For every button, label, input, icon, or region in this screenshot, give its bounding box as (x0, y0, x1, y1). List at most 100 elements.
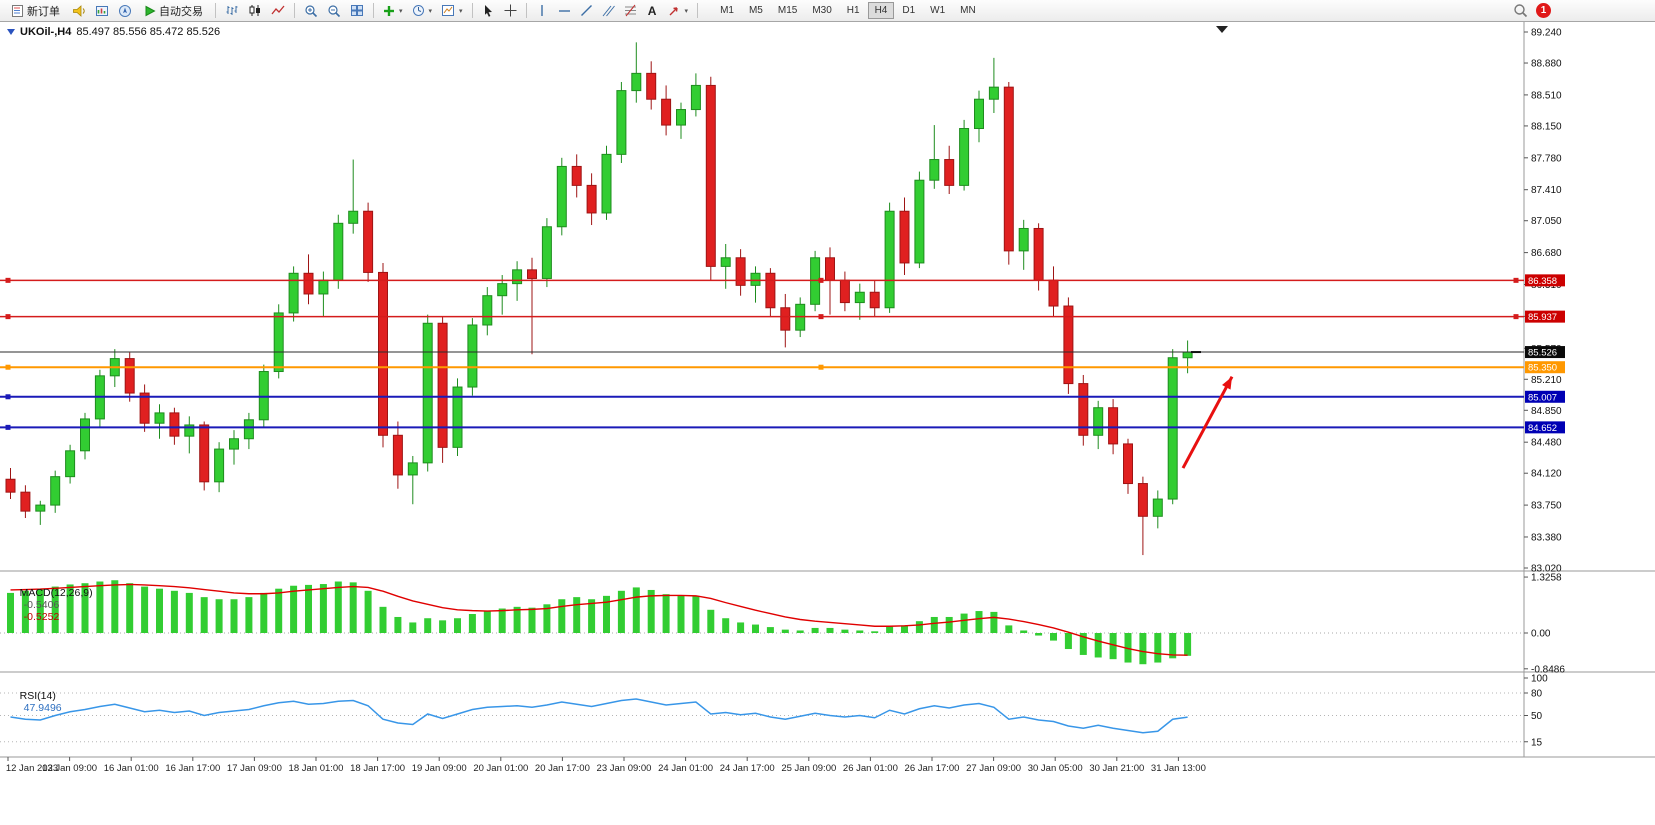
price-chart[interactable]: 89.240 88.880 88.510 88.150 87.780 87.410 87.0… (0, 22, 1655, 825)
time-label: 16 Jan 17:00 (165, 763, 220, 774)
current-price-line[interactable]: 85.526 (0, 346, 1565, 359)
price-tick-label: 86.680 (1531, 248, 1562, 259)
candle-body (303, 272, 314, 295)
auto-trading-button[interactable]: 自动交易 (137, 1, 210, 20)
price-label-text: 84.652 (1528, 423, 1557, 434)
candle-body (437, 322, 448, 448)
toolbar-separator (215, 3, 216, 18)
hline-handle[interactable] (5, 364, 11, 370)
price-label-text: 85.526 (1528, 348, 1557, 359)
trendline-button[interactable] (576, 1, 597, 20)
candle-body (214, 448, 225, 483)
line-chart-button[interactable] (267, 1, 289, 20)
candle-body (333, 222, 344, 281)
resistance-line[interactable]: 85.937 (0, 310, 1565, 324)
hline-handle[interactable] (818, 277, 824, 283)
template-button[interactable]: ▾ (437, 1, 467, 20)
macd-signal-value: -0.5252 (23, 611, 60, 623)
cursor-button[interactable] (478, 1, 499, 20)
candle-body (571, 165, 582, 186)
price-tick-label: 87.050 (1531, 216, 1562, 227)
trend-arrow-annotation[interactable] (1181, 375, 1234, 469)
symbol-label: UKOil-,H4 (20, 26, 72, 38)
hline-handle[interactable] (5, 277, 11, 283)
timeframe-m30-button[interactable]: M30 (805, 2, 838, 19)
timeframe-mn-button[interactable]: MN (953, 2, 983, 19)
timeframe-h1-button[interactable]: H1 (840, 2, 867, 19)
trendline-icon (580, 5, 592, 16)
candle-body (467, 324, 478, 388)
timeframe-m15-button[interactable]: M15 (771, 2, 804, 19)
price-tick-label: 85.210 (1531, 375, 1562, 386)
channel-icon (602, 5, 615, 17)
channel-button[interactable] (598, 1, 619, 20)
candle-body (1018, 227, 1029, 252)
period-button[interactable]: ▾ (408, 1, 437, 20)
candlestick-chart-button[interactable] (244, 1, 266, 20)
rsi-axis-label: 80 (1531, 689, 1543, 700)
candle-body (80, 418, 90, 452)
main-toolbar: 新订单 自动交易 (0, 0, 1655, 22)
hline-handle[interactable] (5, 424, 11, 430)
bar-chart-button[interactable] (221, 1, 243, 20)
support-line[interactable]: 85.350 (0, 361, 1565, 374)
search-icon[interactable] (1513, 3, 1528, 18)
rsi-name: RSI(14) (19, 690, 56, 702)
hline-handle[interactable] (1513, 277, 1519, 283)
rsi-value: 47.9496 (23, 702, 62, 714)
zoom-in-button[interactable] (300, 1, 322, 20)
chart-end-marker-icon[interactable] (1216, 26, 1228, 33)
vertical-line-button[interactable] (532, 1, 553, 20)
fibonacci-button[interactable] (620, 1, 641, 20)
candle-body (735, 257, 746, 286)
candle-body (378, 271, 388, 436)
timeframe-m1-button[interactable]: M1 (713, 2, 741, 19)
candle-body (65, 450, 76, 478)
hline-handle[interactable] (5, 394, 11, 400)
ohlc-values: 85.497 85.556 85.472 85.526 (76, 26, 221, 38)
notification-badge[interactable]: 1 (1536, 3, 1551, 18)
toolbar-separator (525, 3, 527, 18)
candle-body (631, 72, 642, 92)
candle-body (35, 504, 46, 512)
hline-handle[interactable] (818, 364, 824, 370)
timeframe-m5-button[interactable]: M5 (742, 2, 770, 19)
price-label-text: 85.937 (1528, 312, 1557, 323)
toolbar-separator (697, 3, 699, 18)
support-line[interactable]: 84.652 (0, 421, 1565, 434)
zoom-out-button[interactable] (323, 1, 345, 20)
timeframe-h4-button[interactable]: H4 (867, 2, 895, 19)
candle-body (1033, 227, 1044, 281)
macd-axis-label: 1.3258 (1531, 573, 1562, 584)
crosshair-button[interactable] (500, 1, 521, 20)
text-button[interactable]: A (642, 1, 663, 20)
horizontal-line-button[interactable] (554, 1, 575, 20)
market-watch-button[interactable] (91, 1, 113, 20)
hline-handle[interactable] (818, 314, 824, 320)
arrows-button[interactable]: ▾ (664, 1, 693, 20)
support-line[interactable]: 85.007 (0, 390, 1565, 404)
timeframe-d1-button[interactable]: D1 (895, 2, 922, 19)
indicators-button[interactable]: ▾ (379, 1, 407, 20)
candle-body (959, 128, 970, 186)
candle-body (497, 283, 508, 297)
hline-handle[interactable] (5, 314, 11, 320)
candle-body (541, 226, 552, 279)
timeframe-w1-button[interactable]: W1 (923, 2, 952, 19)
candle-body (348, 210, 359, 224)
candle-body (1108, 407, 1119, 445)
resistance-line[interactable]: 86.358 (0, 274, 1565, 287)
candle-body (720, 257, 731, 267)
price-label-text: 85.007 (1528, 392, 1557, 403)
price-tick-label: 84.480 (1531, 438, 1562, 449)
navigator-button[interactable] (114, 1, 136, 20)
candle-body (914, 179, 925, 264)
new-order-button[interactable]: 新订单 (4, 1, 67, 20)
hline-handle[interactable] (1513, 314, 1519, 320)
symbol-collapse-icon[interactable] (7, 29, 15, 35)
candle-body (1093, 407, 1104, 436)
price-label-box (1525, 421, 1565, 434)
alerts-button[interactable] (68, 1, 90, 20)
tile-windows-button[interactable] (346, 1, 368, 20)
